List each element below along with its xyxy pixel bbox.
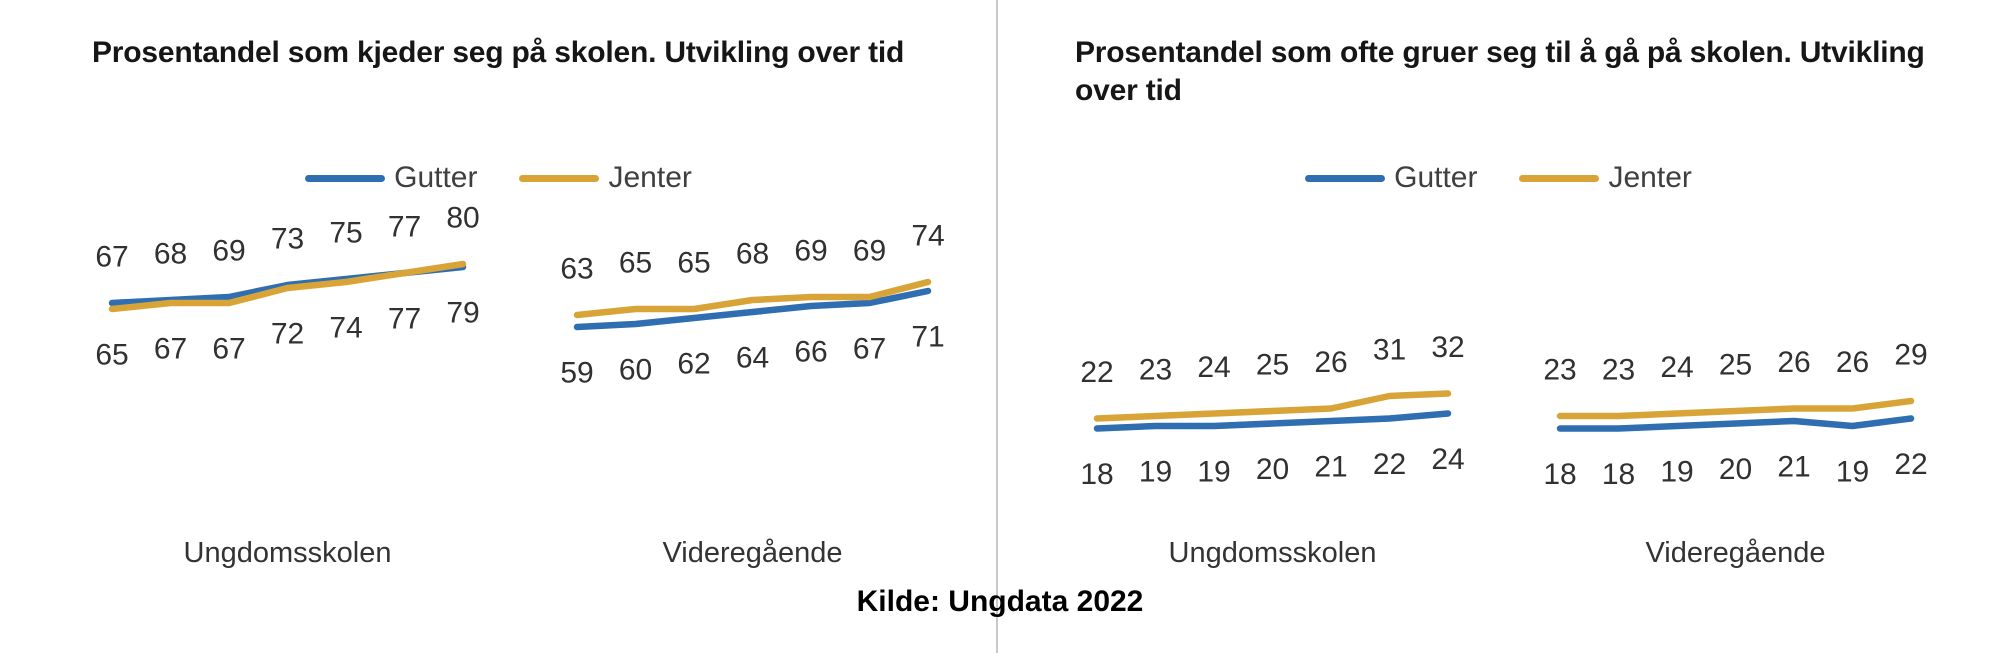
data-label-top: 69	[853, 235, 886, 268]
data-label-top: 69	[212, 235, 245, 268]
data-label-top: 74	[911, 220, 944, 253]
data-label-bottom: 65	[95, 339, 128, 372]
data-label-bottom: 19	[1836, 456, 1869, 489]
data-label-top: 25	[1719, 349, 1752, 382]
jenter-line	[108, 260, 467, 313]
data-label-bottom: 20	[1719, 453, 1752, 486]
group-label: Videregående	[662, 537, 842, 569]
jenter-line	[1556, 397, 1915, 420]
source-caption: Kilde: Ungdata 2022	[856, 585, 1144, 618]
data-label-bottom: 64	[736, 342, 769, 375]
data-label-bottom: 21	[1777, 451, 1810, 484]
data-label-bottom: 79	[446, 297, 479, 330]
data-label-bottom: 62	[677, 348, 710, 381]
data-label-bottom: 67	[154, 333, 187, 366]
line-plot-gruer-seg: 22 18 23 19 24 19 25 20 26 21 31 22 32 24 Ungdomsskole…	[1080, 331, 1927, 569]
data-label-bottom: 19	[1197, 456, 1230, 489]
gutter-line	[1556, 415, 1915, 432]
data-label-top: 31	[1373, 334, 1406, 367]
data-label-top: 67	[95, 241, 128, 274]
data-label-bottom: 71	[911, 321, 944, 354]
data-label-top: 63	[560, 253, 593, 286]
legend-item-gutter: Gutter	[1305, 161, 1477, 195]
legend-label-jenter: Jenter	[1608, 161, 1692, 194]
legend-label-gutter: Gutter	[394, 161, 478, 194]
data-label-bottom: 19	[1660, 456, 1693, 489]
data-label-bottom: 24	[1431, 443, 1464, 476]
legend-label-gutter: Gutter	[1394, 161, 1478, 194]
data-label-top: 26	[1836, 346, 1869, 379]
legend-item-jenter: Jenter	[1519, 161, 1692, 195]
legend-left: Gutter Jenter	[0, 161, 997, 195]
data-label-top: 75	[329, 217, 362, 250]
jenter-line-swatch	[1519, 174, 1600, 182]
chart-title-left: Prosentandel som kjeder seg på skolen. U…	[92, 36, 905, 69]
jenter-line-swatch	[519, 174, 600, 182]
data-label-bottom: 59	[560, 357, 593, 390]
data-label-bottom: 18	[1602, 458, 1635, 491]
data-label-top: 77	[388, 211, 421, 244]
data-label-top: 24	[1660, 351, 1693, 384]
group-label: Ungdomsskolen	[184, 537, 392, 569]
panel-divider	[996, 0, 998, 653]
data-label-top: 22	[1080, 356, 1113, 389]
data-label-top: 68	[154, 238, 187, 271]
data-label-top: 26	[1777, 346, 1810, 379]
data-label-top: 23	[1139, 354, 1172, 387]
legend-item-jenter: Jenter	[519, 161, 692, 195]
data-label-top: 73	[271, 223, 304, 256]
data-label-top: 24	[1197, 351, 1230, 384]
data-label-bottom: 22	[1894, 448, 1927, 481]
gutter-line	[573, 287, 932, 331]
data-label-bottom: 19	[1139, 456, 1172, 489]
data-label-bottom: 77	[388, 303, 421, 336]
data-label-bottom: 67	[212, 333, 245, 366]
data-label-top: 68	[736, 238, 769, 271]
data-label-bottom: 72	[271, 318, 304, 351]
group-label: Videregående	[1645, 537, 1825, 569]
data-label-top: 29	[1894, 339, 1927, 372]
gutter-line-swatch	[305, 174, 386, 182]
data-label-top: 80	[446, 202, 479, 235]
group-label: Ungdomsskolen	[1169, 537, 1377, 569]
data-label-top: 26	[1314, 346, 1347, 379]
legend-item-gutter: Gutter	[305, 161, 477, 195]
chart-title-right: Prosentandel som ofte gruer seg til å gå…	[1075, 36, 1925, 108]
data-label-bottom: 74	[329, 312, 362, 345]
data-label-bottom: 67	[853, 333, 886, 366]
data-label-bottom: 66	[794, 336, 827, 369]
jenter-line	[573, 278, 932, 319]
data-label-top: 23	[1543, 354, 1576, 387]
jenter-line	[1093, 390, 1452, 422]
data-label-top: 32	[1431, 331, 1464, 364]
chart-panel-gruer-seg: Prosentandel som ofte gruer seg til å gå…	[997, 0, 2000, 653]
chart-panel-kjeder-seg: Prosentandel som kjeder seg på skolen. U…	[0, 0, 997, 653]
line-plot-kjeder-seg: 67 65 68 67 69 67 73 72 75 74 77 77 80 79 Ungdomsskole…	[95, 202, 944, 570]
legend-label-jenter: Jenter	[608, 161, 692, 194]
data-label-top: 65	[677, 247, 710, 280]
gutter-line	[1093, 410, 1452, 432]
gutter-line-swatch	[1305, 174, 1386, 182]
data-label-top: 25	[1256, 349, 1289, 382]
data-label-bottom: 18	[1543, 458, 1576, 491]
legend-right: Gutter Jenter	[997, 161, 2000, 195]
data-label-bottom: 60	[619, 354, 652, 387]
data-label-bottom: 20	[1256, 453, 1289, 486]
data-label-bottom: 22	[1373, 448, 1406, 481]
data-label-top: 69	[794, 235, 827, 268]
data-label-top: 65	[619, 247, 652, 280]
data-label-top: 23	[1602, 354, 1635, 387]
data-label-bottom: 21	[1314, 451, 1347, 484]
data-label-bottom: 18	[1080, 458, 1113, 491]
